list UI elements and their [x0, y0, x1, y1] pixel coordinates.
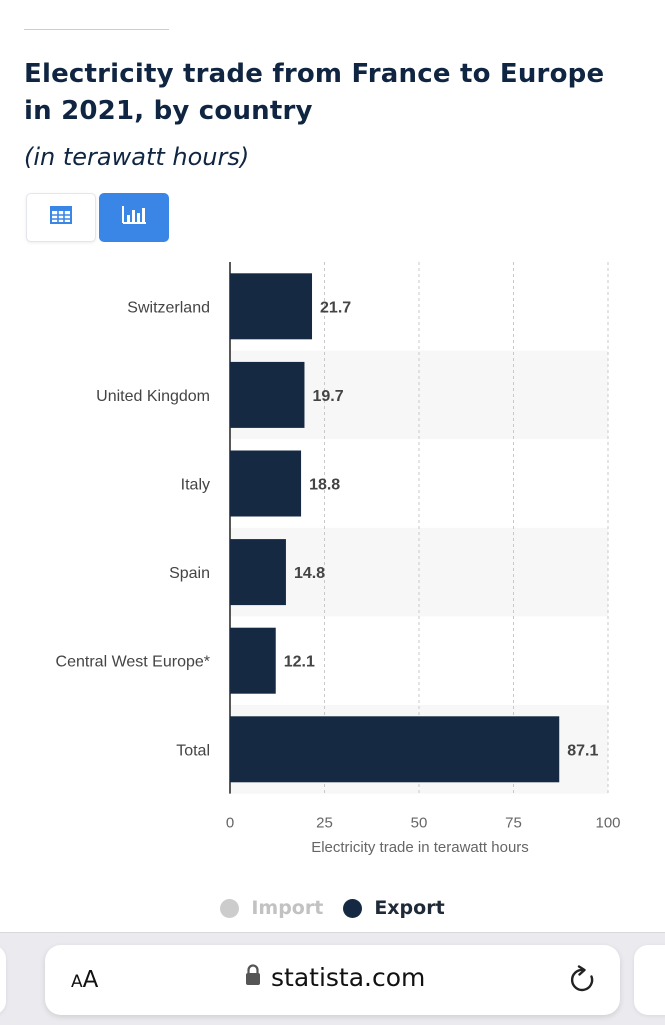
legend-dot-export [343, 898, 363, 918]
legend: Import Export [0, 897, 665, 919]
bar-0[interactable] [230, 273, 313, 340]
value-label: 87.1 [567, 742, 598, 759]
address-bar[interactable]: AA statista.com [45, 945, 620, 1015]
category-label: Switzerland [127, 299, 210, 316]
browser-toolbar: AA statista.com [0, 932, 665, 1025]
legend-label-import: Import [251, 897, 324, 919]
top-divider [24, 29, 169, 30]
chart-subtitle: (in terawatt hours) [24, 143, 250, 171]
text-size-button[interactable]: AA [71, 967, 98, 993]
lock-icon [245, 964, 261, 991]
legend-dot-import [220, 898, 240, 918]
bar-chart: Switzerland United Kingdom Italy Spain Centr… [56, 262, 621, 856]
x-axis-label: Electricity trade in terawatt hours [311, 839, 529, 856]
legend-label-export: Export [374, 897, 445, 919]
bar-1[interactable] [230, 361, 305, 428]
text-size-small-glyph: A [71, 972, 83, 992]
url-text: statista.com [271, 963, 426, 992]
value-label: 18.8 [309, 477, 340, 494]
bar-chart-icon [121, 205, 147, 230]
table-icon [50, 206, 72, 229]
category-label: United Kingdom [96, 388, 210, 405]
chart-title: Electricity trade from France to Europe … [24, 59, 605, 126]
previous-tab-preview[interactable] [0, 945, 6, 1015]
value-label: 21.7 [320, 299, 351, 316]
value-label: 19.7 [312, 388, 343, 405]
bar-3[interactable] [230, 539, 286, 606]
legend-item-import[interactable]: Import [220, 897, 323, 919]
x-tick-label: 50 [411, 815, 428, 832]
x-tick-label: 25 [316, 815, 333, 832]
row-band [230, 527, 608, 617]
x-tick-label: 0 [226, 815, 234, 832]
x-tick-label: 100 [595, 815, 620, 832]
category-label: Total [176, 742, 210, 759]
text-size-big-glyph: A [82, 967, 99, 993]
x-tick-label: 75 [505, 815, 522, 832]
value-label: 14.8 [294, 565, 325, 582]
reload-icon [569, 965, 597, 999]
chart-view-button[interactable] [99, 193, 169, 242]
category-label: Spain [169, 565, 210, 582]
category-label: Italy [181, 477, 210, 494]
value-label: 12.1 [284, 654, 315, 671]
bar-5[interactable] [230, 716, 560, 783]
next-tab-preview[interactable] [634, 945, 665, 1015]
bar-2[interactable] [230, 450, 302, 517]
reload-button[interactable] [569, 965, 597, 1000]
bar-4[interactable] [230, 627, 276, 694]
category-label: Central West Europe* [56, 654, 210, 671]
legend-item-export[interactable]: Export [343, 897, 445, 919]
url-display[interactable]: statista.com [245, 963, 425, 992]
table-view-button[interactable] [26, 193, 96, 242]
